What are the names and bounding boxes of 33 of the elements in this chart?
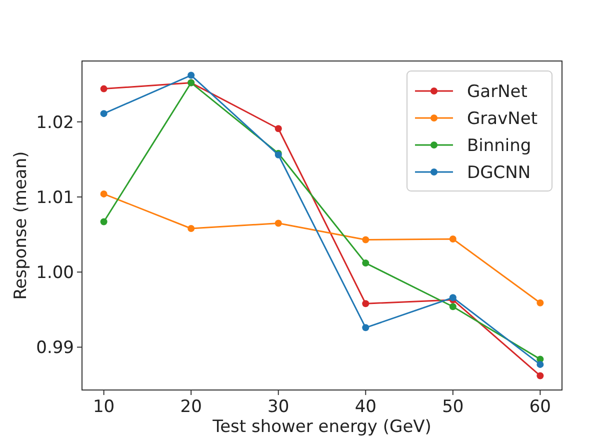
legend-label: Binning [467, 136, 532, 156]
point [362, 300, 370, 308]
point [362, 260, 370, 267]
point [100, 218, 108, 226]
point [100, 190, 108, 198]
point [274, 125, 282, 132]
point [449, 303, 456, 310]
x-tick-label: 40 [354, 397, 376, 417]
x-tick-label: 50 [442, 397, 464, 417]
point [188, 225, 195, 232]
x-axis-title: Test shower energy (GeV) [212, 417, 432, 436]
x-tick-label: 20 [180, 397, 202, 417]
legend-label: DGCNN [467, 162, 531, 183]
legend-label: GarNet [467, 82, 528, 102]
x-tick-label: 60 [529, 397, 551, 417]
y-tick-label: 0.99 [36, 338, 74, 358]
point [362, 236, 370, 244]
point [100, 110, 108, 118]
point [536, 372, 544, 380]
point [100, 85, 108, 92]
point [274, 220, 282, 227]
point [536, 360, 544, 368]
y-tick-label: 1.02 [36, 112, 74, 133]
point [449, 236, 456, 243]
y-tick-label: 1.00 [36, 263, 74, 284]
x-tick-label: 30 [268, 397, 290, 417]
point [362, 324, 370, 332]
x-tick-label: 10 [93, 397, 115, 417]
y-axis-title: Response (mean) [11, 151, 31, 300]
point [536, 299, 544, 306]
y-tick-label: 1.01 [36, 188, 74, 208]
point [188, 72, 195, 79]
legend-label: GravNet [467, 108, 538, 129]
